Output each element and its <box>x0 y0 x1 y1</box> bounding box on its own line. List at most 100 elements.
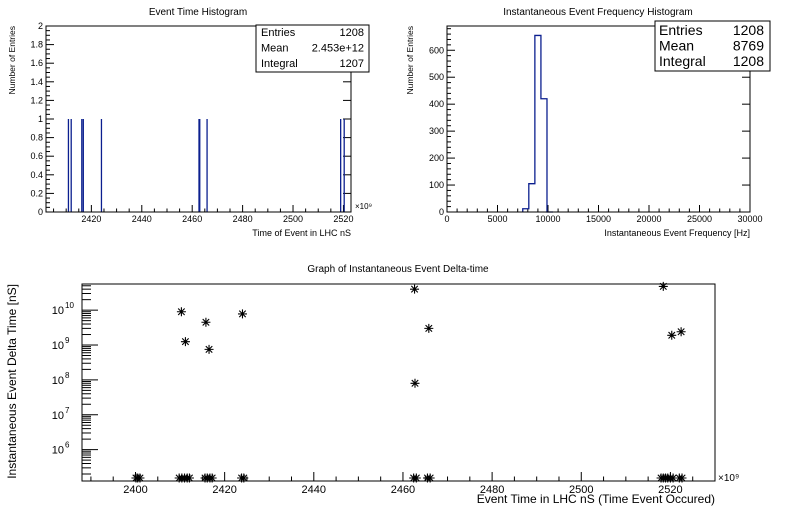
delta-time-graph-panel: Graph of Instantaneous Event Delta-time … <box>5 264 739 506</box>
plot-frame <box>81 283 716 482</box>
histogram-bars <box>522 34 554 213</box>
x-tick-label: 2480 <box>233 214 253 224</box>
y-tick-label: 0.4 <box>30 170 43 180</box>
y-tick-label: 1.8 <box>30 40 43 50</box>
y-tick-exponent: 7 <box>65 406 70 415</box>
data-point <box>135 473 145 483</box>
y-tick-label: 600 <box>429 45 444 55</box>
x-tick-label: 0 <box>444 214 449 224</box>
y-tick-label: 10 <box>52 340 64 352</box>
data-point <box>204 344 214 354</box>
y-tick-label: 0 <box>439 207 444 217</box>
y-tick-exponent: 8 <box>65 371 70 380</box>
x-tick-label: 5000 <box>487 214 507 224</box>
y-tick-label: 10 <box>52 410 64 422</box>
chart-title: Graph of Instantaneous Event Delta-time <box>307 264 489 275</box>
frequency-histogram-panel: Instantaneous Event Frequency Histogram … <box>405 7 771 238</box>
histogram-bar <box>529 184 535 212</box>
y-tick-label: 1 <box>38 114 43 124</box>
data-point <box>677 473 687 483</box>
x-tick-label: 30000 <box>737 214 762 224</box>
stats-box-frame <box>654 20 771 72</box>
x-axis-multiplier: ×10⁹ <box>718 473 739 484</box>
x-axis-label: Time of Event in LHC nS <box>252 228 351 238</box>
y-tick-label: 0.6 <box>30 151 43 161</box>
y-axis-label: Instantaneous Event Delta Time [nS] <box>5 284 19 479</box>
axis-ticks: 0 100 200 300 400 500 600 0 5000 10000 15000 20000 2… <box>429 28 763 224</box>
stats-value: 1207 <box>340 58 364 70</box>
data-point <box>424 323 434 333</box>
data-point <box>676 327 686 337</box>
y-axis-label: Number of Entries <box>405 26 415 95</box>
event-time-histogram-panel: Event Time Histogram Number of Entries T… <box>7 7 372 238</box>
histogram-bars <box>67 119 345 212</box>
plot-frame <box>446 25 751 213</box>
data-point <box>667 330 677 340</box>
data-point <box>176 307 186 317</box>
y-tick-label: 10 <box>52 445 64 457</box>
x-tick-label: 2420 <box>212 484 236 496</box>
data-point <box>411 473 421 483</box>
y-tick-label: 0 <box>38 207 43 217</box>
x-tick-label: 2520 <box>333 214 353 224</box>
stats-value: 2.453e+12 <box>312 43 364 55</box>
stats-label: Entries <box>261 27 296 39</box>
x-tick-label: 15000 <box>586 214 611 224</box>
x-tick-label: 2520 <box>658 484 682 496</box>
x-tick-label: 2480 <box>480 484 504 496</box>
x-tick-label: 20000 <box>636 214 661 224</box>
y-tick-label: 500 <box>429 72 444 82</box>
x-axis-label: Instantaneous Event Frequency [Hz] <box>604 228 750 238</box>
y-tick-label: 400 <box>429 99 444 109</box>
y-axis-label: Number of Entries <box>7 26 17 95</box>
x-tick-label: 2460 <box>391 484 415 496</box>
data-point <box>180 337 190 347</box>
y-tick-exponent: 9 <box>65 336 70 345</box>
data-point <box>237 309 247 319</box>
data-point <box>207 473 217 483</box>
y-tick-label: 200 <box>429 153 444 163</box>
y-tick-label: 0.8 <box>30 133 43 143</box>
stats-label: Integral <box>261 58 298 70</box>
y-tick-label: 1.4 <box>30 77 43 87</box>
stats-label: Entries <box>659 22 703 38</box>
stats-box: Entries 1208 Mean 8769 Integral 1208 <box>654 20 771 72</box>
x-tick-label: 2500 <box>283 214 303 224</box>
x-tick-label: 2440 <box>302 484 326 496</box>
x-axis-multiplier: ×10⁹ <box>355 202 372 211</box>
stats-value: 1208 <box>733 53 764 69</box>
y-tick-label: 0.2 <box>30 188 43 198</box>
x-tick-label: 25000 <box>687 214 712 224</box>
chart-title: Event Time Histogram <box>149 7 247 18</box>
x-tick-label: 2400 <box>123 484 147 496</box>
data-point <box>184 473 194 483</box>
plot-frame <box>45 25 352 213</box>
stats-box: Entries 1208 Mean 2.453e+12 Integral 1207 <box>255 24 370 73</box>
histogram-bar <box>535 35 541 212</box>
y-tick-exponent: 6 <box>65 441 70 450</box>
y-tick-label: 1.6 <box>30 58 43 68</box>
stats-value: 1208 <box>733 22 764 38</box>
stats-value: 8769 <box>733 38 764 54</box>
chart-title: Instantaneous Event Frequency Histogram <box>503 7 693 18</box>
histogram-bar <box>541 99 547 212</box>
data-point <box>410 284 420 294</box>
y-tick-label: 1.2 <box>30 95 43 105</box>
y-tick-label: 300 <box>429 126 444 136</box>
x-tick-label: 2420 <box>81 214 101 224</box>
x-tick-label: 2500 <box>569 484 593 496</box>
scatter-points <box>131 281 687 483</box>
stats-label: Mean <box>261 43 289 55</box>
y-tick-label: 10 <box>52 375 64 387</box>
x-tick-label: 2440 <box>132 214 152 224</box>
x-axis-label: Event Time in LHC nS (Time Event Occured… <box>477 492 715 506</box>
y-tick-exponent: 10 <box>65 301 74 310</box>
stats-box-frame <box>255 24 370 73</box>
data-point <box>658 281 668 291</box>
stats-label: Mean <box>659 38 694 54</box>
histogram-outline <box>522 34 554 213</box>
stats-value: 1208 <box>340 27 364 39</box>
y-tick-label: 10 <box>52 305 64 317</box>
